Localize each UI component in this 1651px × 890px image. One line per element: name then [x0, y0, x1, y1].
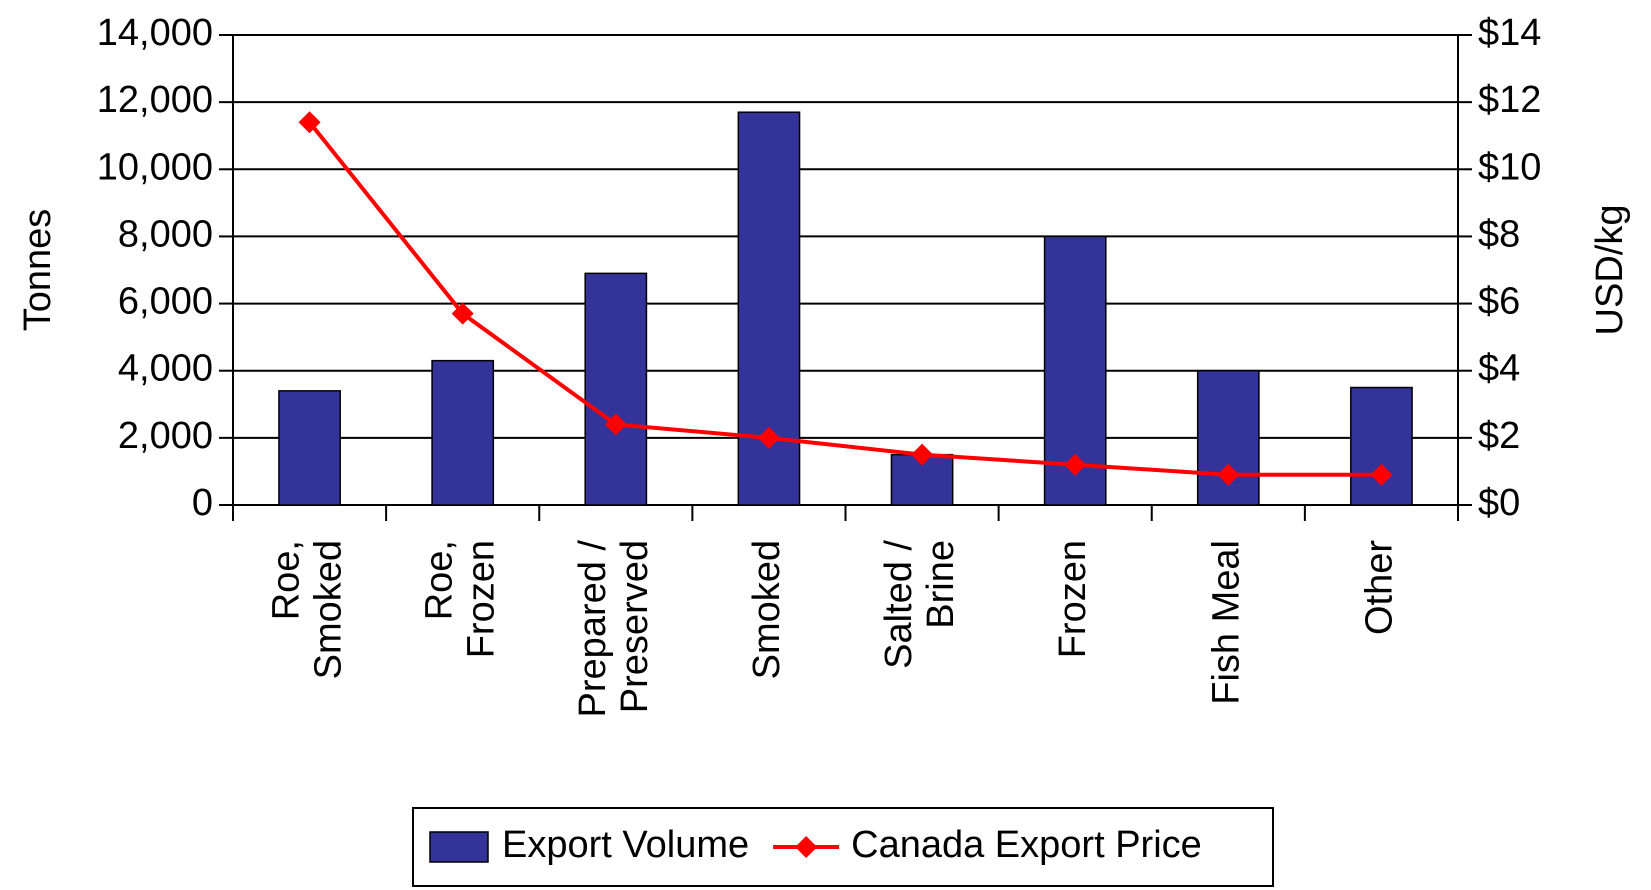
- x-tick-label: Salted /Brine: [878, 540, 962, 669]
- bar: [584, 272, 648, 506]
- marker: [298, 111, 321, 134]
- marker: [451, 302, 474, 325]
- bar: [431, 359, 495, 506]
- y-tick-label: 12,000: [97, 79, 213, 121]
- marker: [1064, 453, 1087, 476]
- y-tick-label: 10,000: [97, 146, 213, 188]
- x-tick-label: Frozen: [1052, 540, 1094, 658]
- legend-box: [412, 807, 1274, 887]
- x-tick-label: Roe,Smoked: [266, 540, 350, 679]
- legend-swatch: [429, 831, 489, 863]
- x-tick-label: Fish Meal: [1205, 540, 1247, 705]
- marker: [1217, 463, 1240, 486]
- y-tick-label: 2,000: [118, 415, 213, 457]
- bar: [1350, 386, 1413, 506]
- legend-label: Canada Export Price: [851, 824, 1202, 866]
- marker: [911, 443, 934, 466]
- marker: [1370, 463, 1393, 486]
- y-axis-label: Tonnes: [17, 209, 59, 332]
- y2-tick-label: $10: [1478, 146, 1541, 188]
- y-tick-label: 8,000: [118, 213, 213, 255]
- y2-tick-label: $6: [1478, 281, 1520, 323]
- y2-tick-label: $12: [1478, 79, 1541, 121]
- y-tick-label: 0: [192, 482, 213, 524]
- x-tick-label: Other: [1358, 540, 1400, 635]
- y2-axis-label: USD/kg: [1589, 205, 1631, 336]
- y2-tick-label: $2: [1478, 415, 1520, 457]
- x-tick-label: Prepared /Preserved: [572, 540, 656, 718]
- y2-tick-label: $4: [1478, 348, 1520, 390]
- marker: [604, 413, 627, 436]
- y2-tick-label: $8: [1478, 213, 1520, 255]
- x-tick-label: Roe,Frozen: [419, 540, 503, 658]
- y2-tick-label: $0: [1478, 482, 1520, 524]
- line: [308, 121, 1382, 477]
- y-tick-label: 14,000: [97, 12, 213, 54]
- y-tick-label: 4,000: [118, 348, 213, 390]
- y2-tick-label: $14: [1478, 12, 1541, 54]
- bar: [278, 390, 341, 506]
- legend-label: Export Volume: [502, 824, 749, 866]
- x-tick-label: Smoked: [746, 540, 788, 679]
- legend-marker: [795, 836, 818, 858]
- marker: [757, 426, 780, 449]
- bar: [890, 453, 954, 506]
- y-tick-label: 6,000: [118, 281, 213, 323]
